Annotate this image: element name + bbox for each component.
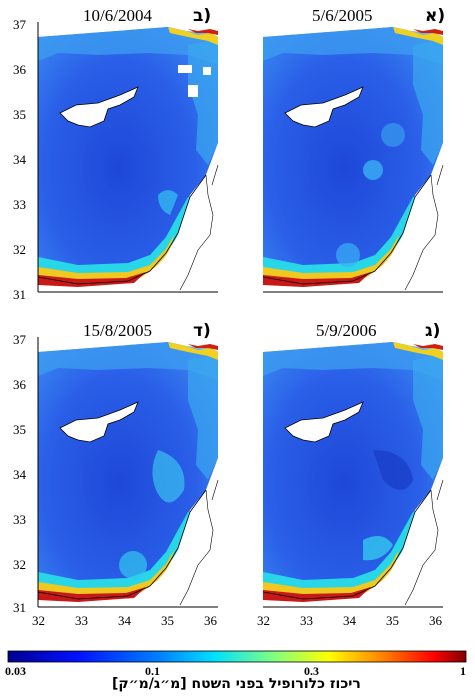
y-tick: 32 bbox=[13, 557, 26, 572]
map-panel-bottom-right bbox=[262, 341, 444, 606]
x-tick: 32 bbox=[257, 613, 270, 628]
x-tick: 33 bbox=[300, 613, 313, 628]
x-tick: 36 bbox=[204, 613, 217, 628]
colorbar-tick: 0.1 bbox=[145, 664, 160, 678]
x-tick: 33 bbox=[75, 613, 88, 628]
x-tick: 34 bbox=[118, 613, 131, 628]
y-tick: 32 bbox=[13, 242, 26, 257]
y-tick: 36 bbox=[13, 377, 26, 392]
colorbar-tick: 1 bbox=[460, 664, 466, 678]
map-panel-top-left bbox=[37, 26, 219, 291]
panel-axes bbox=[37, 22, 443, 608]
y-tick: 36 bbox=[13, 62, 26, 77]
colorbar-tick: 0.03 bbox=[5, 664, 26, 678]
y-tick: 37 bbox=[13, 17, 26, 32]
y-tick: 35 bbox=[13, 107, 26, 122]
x-tick: 35 bbox=[161, 613, 174, 628]
panel-letter-top-left: (ב bbox=[193, 6, 212, 26]
y-tick: 37 bbox=[13, 332, 26, 347]
map-panel-bottom-left bbox=[37, 341, 219, 606]
y-tick: 34 bbox=[13, 467, 26, 482]
y-tick: 33 bbox=[13, 197, 26, 212]
y-tick: 33 bbox=[13, 512, 26, 527]
x-tick: 34 bbox=[343, 613, 356, 628]
panel-date-bottom-right: 5/9/2006 bbox=[316, 321, 377, 340]
colorbar-title: ריכוז כלורופיל בפני השטח [מ״ג/מ״ק] bbox=[112, 676, 361, 692]
y-tick: 35 bbox=[13, 422, 26, 437]
colorbar bbox=[7, 650, 467, 663]
x-tick: 35 bbox=[386, 613, 399, 628]
y-tick: 31 bbox=[13, 287, 26, 302]
panel-date-bottom-left: 15/8/2005 bbox=[83, 321, 152, 340]
panel-date-top-right: 5/6/2005 bbox=[312, 6, 373, 25]
panel-letter-bottom-right: (ג bbox=[425, 321, 441, 341]
panel-letter-bottom-left: (ד bbox=[193, 321, 211, 341]
x-tick: 36 bbox=[429, 613, 442, 628]
x-tick: 32 bbox=[32, 613, 45, 628]
map-panel-top-right bbox=[262, 26, 444, 291]
panel-date-top-left: 10/6/2004 bbox=[83, 6, 152, 25]
panel-letter-top-right: (א bbox=[425, 6, 446, 26]
colorbar-tick: 0.3 bbox=[304, 664, 319, 678]
y-tick: 34 bbox=[13, 152, 26, 167]
y-tick: 31 bbox=[13, 600, 26, 615]
